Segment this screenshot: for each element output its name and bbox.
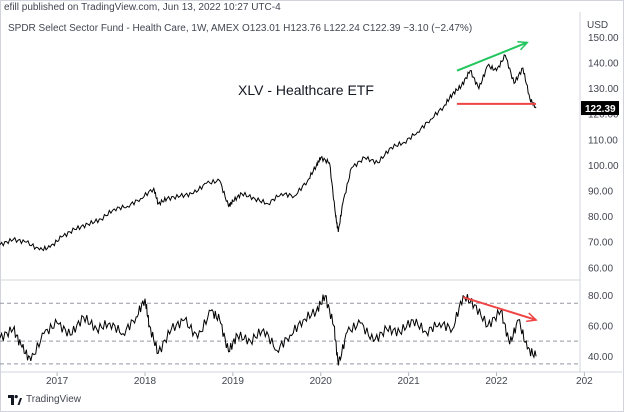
time-tick-label: 2019	[222, 376, 245, 387]
last-price-badge	[581, 101, 619, 116]
oscillator-pane	[0, 294, 580, 366]
chart-title: XLV - Healthcare ETF	[238, 82, 374, 98]
price-pane	[0, 41, 537, 252]
time-tick-label: 2022	[485, 376, 508, 387]
oscillator-tick-label: 60.00	[588, 322, 613, 333]
symbol-legend[interactable]: SPDR Select Sector Fund - Health Care, 1…	[8, 23, 473, 34]
price-tick-label: 70.00	[588, 238, 613, 249]
price-axis: 60.00 70.00 80.00 90.00 100.00 110.00 120.00 13…	[581, 33, 619, 363]
price-tick-label: 150.00	[588, 33, 619, 44]
price-tick-label: 120.00	[588, 110, 619, 121]
red-arrow-head-icon	[526, 312, 538, 323]
green-trend-line-0[interactable]	[456, 41, 528, 72]
oscillator-tick-label: 80.00	[588, 291, 613, 302]
red-trend-line-0[interactable]	[462, 296, 537, 321]
price-series-line	[0, 54, 537, 252]
price-tick-label: 110.00	[588, 135, 618, 146]
price-tick-label: 100.00	[588, 161, 619, 172]
time-tick-label: 2020	[310, 376, 333, 387]
publisher-note: efill published on TradingView.com, Jun …	[4, 2, 281, 13]
time-tick-label: 202	[576, 376, 593, 387]
currency-label: USD	[587, 20, 609, 31]
brand-name: TradingView	[26, 394, 82, 405]
price-tick-label: 140.00	[588, 58, 619, 69]
last-price-label: 122.39	[585, 104, 616, 115]
time-axis: 2017 2018 2019 2020 2021 2022 202	[46, 372, 593, 387]
footer[interactable]: TradingView	[8, 394, 81, 405]
time-tick-label: 2017	[46, 376, 69, 387]
oscillator-series-line	[0, 294, 537, 366]
oscillator-tick-label: 40.00	[588, 352, 613, 363]
price-tick-label: 90.00	[588, 186, 613, 197]
time-tick-label: 2018	[134, 376, 157, 387]
tradingview-logo-icon	[8, 394, 22, 405]
green-arrow-head-icon	[517, 41, 529, 51]
price-tick-label: 80.00	[588, 212, 613, 223]
price-tick-label: 130.00	[588, 84, 619, 95]
price-tick-label: 60.00	[588, 263, 613, 274]
time-tick-label: 2021	[398, 376, 421, 387]
